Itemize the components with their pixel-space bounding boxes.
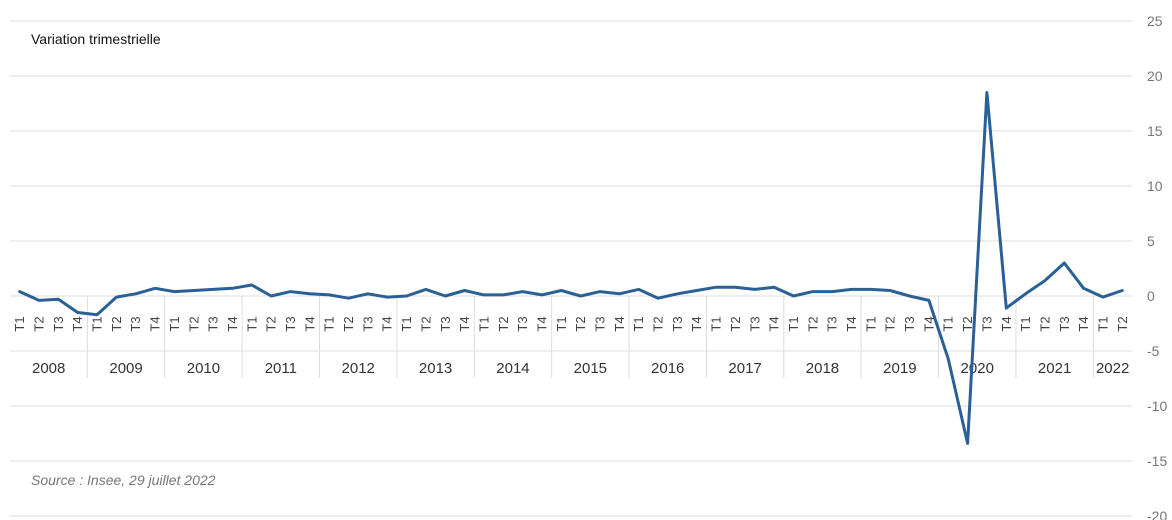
x-tick-label: T2: [341, 316, 356, 331]
year-label: 2011: [265, 360, 297, 377]
year-label: 2019: [883, 360, 916, 377]
x-tick-label: T3: [206, 316, 221, 331]
x-tick-label: T2: [264, 316, 279, 331]
year-label: 2009: [109, 360, 142, 377]
year-label: 2012: [342, 360, 375, 377]
x-tick-label: T1: [786, 316, 801, 331]
y-tick-label: -15: [1147, 453, 1167, 469]
y-tick-label: 10: [1147, 178, 1163, 194]
x-tick-label: T3: [979, 316, 994, 331]
x-tick-label: T3: [593, 316, 608, 331]
x-tick-label: T1: [1095, 316, 1110, 331]
x-tick-label: T2: [728, 316, 743, 331]
x-tick-label: T2: [418, 316, 433, 331]
x-tick-label: T3: [360, 316, 375, 331]
x-tick-label: T1: [863, 316, 878, 331]
series-line: [18, 91, 1124, 445]
x-tick-label: T4: [612, 316, 627, 331]
year-label: 2010: [187, 360, 220, 377]
year-label: 2014: [496, 360, 529, 377]
x-tick-label: T4: [844, 316, 859, 331]
x-tick-label: T1: [476, 316, 491, 331]
x-tick-label: T3: [825, 316, 840, 331]
x-tick-label: T4: [225, 316, 240, 331]
y-tick-label: 15: [1147, 123, 1163, 139]
chart-title: Variation trimestrielle: [31, 31, 161, 47]
x-tick-label: T2: [109, 316, 124, 331]
y-tick-label: 5: [1147, 233, 1155, 249]
x-tick-label: T2: [1115, 316, 1130, 331]
y-tick-label: -5: [1147, 343, 1160, 359]
year-label: 2013: [419, 360, 452, 377]
x-tick-label: T4: [921, 316, 936, 331]
x-tick-label: T4: [689, 316, 704, 331]
x-tick-label: T1: [1018, 316, 1033, 331]
x-tick-label: T4: [1076, 316, 1091, 331]
x-tick-label: T2: [573, 316, 588, 331]
x-tick-label: T3: [902, 316, 917, 331]
year-label: 2020: [961, 360, 994, 377]
x-tick-label: T3: [670, 316, 685, 331]
year-label: 2016: [651, 360, 684, 377]
x-tick-label: T2: [651, 316, 666, 331]
x-axis: T1 T2 T3 T4 T1 T2 T3 T4 T1 T2 T3 T4 T1 T2 T3 T4 T1 T2 T3 T4…: [10, 296, 1132, 378]
y-tick-label: -10: [1147, 398, 1167, 414]
year-label: 2018: [806, 360, 839, 377]
series-layer: [18, 91, 1124, 445]
x-tick-label: T4: [534, 316, 549, 331]
x-tick-label: T4: [380, 316, 395, 331]
y-tick-label: 0: [1147, 288, 1155, 304]
x-tick-label: T3: [747, 316, 762, 331]
x-tick-label: T4: [148, 316, 163, 331]
x-tick-label: T1: [244, 316, 259, 331]
x-tick-label: T2: [805, 316, 820, 331]
source-note: Source : Insee, 29 juillet 2022: [31, 472, 216, 488]
x-tick-label: T2: [186, 316, 201, 331]
x-tick-label: T1: [167, 316, 182, 331]
gridlines: [10, 20, 1132, 517]
x-tick-label: T1: [12, 316, 27, 331]
x-tick-label: T2: [960, 316, 975, 331]
x-tick-label: T2: [496, 316, 511, 331]
y-tick-label: -20: [1147, 508, 1167, 520]
year-label: 2021: [1038, 360, 1071, 377]
x-tick-label: T1: [322, 316, 337, 331]
y-axis-ticks: 25 20 15 10 5 0 -5 -10 -15 -20: [1147, 13, 1167, 520]
x-tick-label: T2: [32, 316, 47, 331]
x-tick-label: T4: [302, 316, 317, 331]
year-label: 2017: [728, 360, 761, 377]
x-tick-label: T1: [631, 316, 646, 331]
x-tick-label: T1: [90, 316, 105, 331]
x-tick-label: T3: [515, 316, 530, 331]
x-tick-label: T1: [941, 316, 956, 331]
x-tick-label: T3: [128, 316, 143, 331]
year-label: 2015: [574, 360, 607, 377]
x-tick-label: T3: [283, 316, 298, 331]
y-tick-label: 20: [1147, 68, 1163, 84]
x-tick-label: T3: [438, 316, 453, 331]
x-tick-label: T1: [554, 316, 569, 331]
x-tick-label: T3: [1057, 316, 1072, 331]
x-tick-label: T4: [70, 316, 85, 331]
y-tick-label: 25: [1147, 13, 1163, 29]
year-label: 2022: [1096, 360, 1129, 377]
x-tick-label: T1: [709, 316, 724, 331]
x-tick-label: T4: [767, 316, 782, 331]
x-tick-label: T4: [999, 316, 1014, 331]
x-tick-label: T2: [1037, 316, 1052, 331]
year-label: 2008: [32, 360, 65, 377]
x-tick-label: T2: [883, 316, 898, 331]
x-tick-label: T3: [51, 316, 66, 331]
x-tick-label: T4: [457, 316, 472, 331]
x-tick-label: T1: [399, 316, 414, 331]
